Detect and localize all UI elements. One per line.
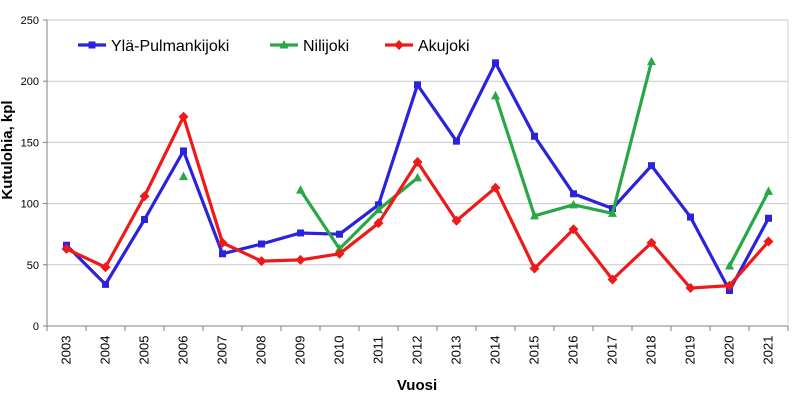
data-point-akujoki xyxy=(334,248,345,259)
data-point-akujoki xyxy=(178,111,189,122)
data-point-akujoki xyxy=(217,237,228,248)
x-tick-label: 2014 xyxy=(488,336,503,365)
data-point-yl-pulmankijoki xyxy=(765,214,772,222)
data-point-akujoki xyxy=(685,283,696,294)
x-tick-label: 2008 xyxy=(254,336,269,365)
y-tick-label: 100 xyxy=(21,199,39,211)
data-point-akujoki xyxy=(61,243,72,254)
series-line-nilijoki xyxy=(728,190,770,267)
data-point-akujoki xyxy=(763,236,774,247)
legend: Ylä-Pulmankijoki Nilijoki Akujoki xyxy=(78,38,470,55)
data-point-akujoki xyxy=(412,156,423,167)
data-point-akujoki xyxy=(529,263,540,274)
legend-label: Nilijoki xyxy=(303,38,349,55)
legend-swatch-marker xyxy=(88,41,96,49)
x-tick-label: 2007 xyxy=(215,336,230,365)
y-tick-label: 250 xyxy=(21,15,39,27)
data-point-nilijoki xyxy=(413,172,422,182)
data-point-akujoki xyxy=(139,191,150,202)
data-point-akujoki xyxy=(568,224,579,235)
x-tick-label: 2017 xyxy=(605,336,620,365)
y-tick-label: 150 xyxy=(21,137,39,149)
data-point-yl-pulmankijoki xyxy=(219,250,226,258)
y-axis-title: Kutulohia, kpl xyxy=(0,100,16,199)
data-point-akujoki xyxy=(100,262,111,273)
data-point-yl-pulmankijoki xyxy=(258,240,265,248)
data-point-nilijoki xyxy=(764,186,773,195)
series-layer xyxy=(61,56,774,295)
data-point-yl-pulmankijoki xyxy=(141,216,148,224)
data-point-akujoki xyxy=(724,280,735,291)
y-tick-label: 50 xyxy=(27,260,39,272)
data-point-yl-pulmankijoki xyxy=(180,147,187,155)
data-point-akujoki xyxy=(295,254,306,265)
data-point-yl-pulmankijoki xyxy=(297,229,304,237)
data-point-akujoki xyxy=(646,237,657,248)
data-point-yl-pulmankijoki xyxy=(453,137,460,145)
x-tick-label: 2015 xyxy=(527,336,542,365)
data-point-nilijoki xyxy=(179,171,188,181)
legend-item-nilijoki: Nilijoki xyxy=(270,38,349,55)
data-point-nilijoki xyxy=(608,208,617,217)
series-nilijoki xyxy=(179,56,773,270)
x-axis-title: Vuosi xyxy=(397,377,437,394)
data-point-yl-pulmankijoki xyxy=(648,162,655,170)
data-point-nilijoki xyxy=(647,56,656,66)
data-point-akujoki xyxy=(490,182,501,193)
data-point-akujoki xyxy=(256,256,267,267)
axis-layer: 0 50 100 150 200 250 2003 2004 2005 2006 2007 2008 2… xyxy=(21,15,789,365)
x-tick-label: 2010 xyxy=(332,336,347,365)
data-point-yl-pulmankijoki xyxy=(336,230,343,238)
data-point-nilijoki xyxy=(374,204,383,214)
data-point-yl-pulmankijoki xyxy=(492,59,499,67)
data-point-akujoki xyxy=(607,274,618,285)
x-tick-label: 2004 xyxy=(98,336,113,365)
x-tick-label: 2009 xyxy=(293,336,308,365)
legend-swatch-marker xyxy=(394,40,404,50)
legend-item-yl-pulmankijoki: Ylä-Pulmankijoki xyxy=(78,38,229,55)
x-tick-label: 2011 xyxy=(371,336,386,364)
data-point-akujoki xyxy=(451,215,462,226)
data-point-nilijoki xyxy=(491,90,500,100)
data-point-nilijoki xyxy=(530,210,539,220)
legend-label: Akujoki xyxy=(418,38,470,55)
data-point-akujoki xyxy=(373,218,384,229)
data-point-yl-pulmankijoki xyxy=(102,280,109,288)
x-tick-label: 2018 xyxy=(644,336,659,365)
x-tick-label: 2012 xyxy=(410,336,425,365)
data-point-yl-pulmankijoki xyxy=(531,132,538,140)
x-tick-label: 2013 xyxy=(449,336,464,365)
series-akujoki xyxy=(61,111,774,294)
legend-item-akujoki: Akujoki xyxy=(385,38,470,55)
y-tick-label: 200 xyxy=(21,76,39,88)
x-tick-label: 2005 xyxy=(137,336,152,365)
data-point-nilijoki xyxy=(569,199,578,209)
x-tick-label: 2021 xyxy=(761,336,776,365)
data-point-nilijoki xyxy=(725,261,734,270)
y-tick-label: 0 xyxy=(33,321,39,333)
x-tick-label: 2006 xyxy=(176,336,191,365)
legend-swatch-marker xyxy=(279,40,289,49)
x-tick-label: 2016 xyxy=(566,336,581,365)
data-point-yl-pulmankijoki xyxy=(414,81,421,89)
x-tick-label: 2003 xyxy=(59,336,74,365)
data-point-yl-pulmankijoki xyxy=(687,213,694,221)
legend-label: Ylä-Pulmankijoki xyxy=(111,38,229,55)
data-point-yl-pulmankijoki xyxy=(570,190,577,198)
x-tick-label: 2019 xyxy=(683,336,698,365)
x-tick-label: 2020 xyxy=(722,336,737,365)
data-point-nilijoki xyxy=(296,185,305,194)
